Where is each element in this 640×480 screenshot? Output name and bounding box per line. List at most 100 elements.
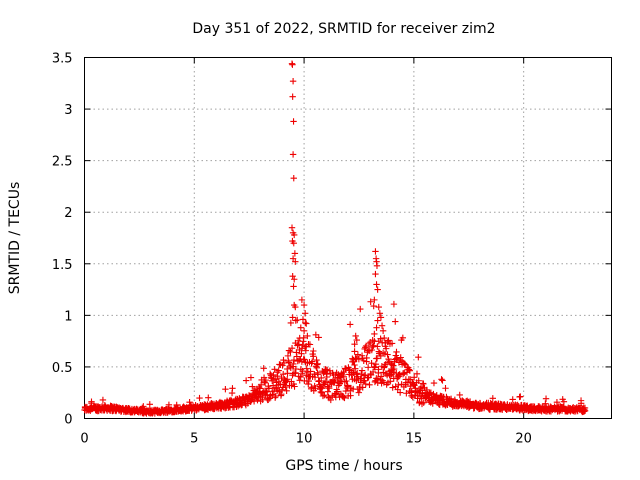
- data-point: [415, 354, 422, 361]
- data-point: [296, 334, 303, 342]
- data-point: [371, 378, 379, 386]
- data-point: [323, 366, 331, 374]
- data-point: [260, 365, 267, 372]
- data-point: [405, 366, 413, 373]
- data-point: [318, 385, 326, 392]
- data-point: [352, 365, 359, 372]
- data-point: [290, 239, 297, 247]
- data-point: [352, 332, 359, 340]
- data-point: [165, 401, 173, 409]
- plot-frame: [84, 57, 612, 419]
- data-point: [355, 389, 363, 396]
- data-point: [285, 359, 293, 366]
- data-point: [384, 351, 391, 358]
- data-point: [388, 340, 396, 347]
- data-point: [343, 377, 350, 385]
- data-point: [291, 383, 298, 390]
- data-point: [577, 400, 585, 407]
- data-point: [420, 380, 427, 388]
- data-point: [364, 364, 372, 371]
- data-point: [275, 367, 282, 374]
- data-point: [314, 360, 321, 368]
- data-point: [312, 331, 320, 338]
- x-axis-title: GPS time / hours: [285, 458, 402, 474]
- data-point: [242, 377, 250, 384]
- data-point: [321, 392, 328, 399]
- data-point: [319, 392, 327, 400]
- data-point: [369, 368, 377, 376]
- data-point: [295, 341, 303, 348]
- data-point: [388, 361, 396, 369]
- data-point: [378, 322, 386, 329]
- data-point: [367, 298, 374, 305]
- data-point: [249, 383, 256, 390]
- data-point: [196, 394, 203, 402]
- data-point: [372, 360, 380, 368]
- x-tick-label: 10: [296, 432, 313, 447]
- data-point: [140, 403, 147, 410]
- data-point: [266, 370, 274, 378]
- data-point: [314, 371, 322, 378]
- x-tick-label: 15: [406, 432, 423, 447]
- data-point: [383, 359, 391, 366]
- data-point: [362, 344, 369, 351]
- data-point: [347, 392, 354, 399]
- data-point: [173, 401, 180, 409]
- data-point: [357, 305, 364, 313]
- y-tick-label: 0: [64, 413, 72, 428]
- data-point: [351, 361, 358, 369]
- data-point: [363, 354, 370, 362]
- data-point: [308, 384, 315, 391]
- data-point: [381, 334, 388, 342]
- data-point: [290, 174, 297, 182]
- data-point: [387, 378, 394, 385]
- data-point: [313, 361, 321, 368]
- data-point: [298, 296, 306, 304]
- data-point: [361, 377, 368, 385]
- data-point: [323, 373, 331, 381]
- data-point: [327, 396, 334, 404]
- data-point: [346, 321, 354, 328]
- data-point: [373, 355, 381, 362]
- data-point: [186, 398, 193, 406]
- data-point: [280, 370, 287, 378]
- data-point: [262, 376, 269, 384]
- data-point: [291, 231, 298, 239]
- data-point: [509, 396, 516, 403]
- data-point: [304, 332, 311, 340]
- data-point: [297, 324, 304, 331]
- data-point: [300, 327, 308, 335]
- data-point: [360, 357, 367, 364]
- data-point: [238, 401, 246, 408]
- data-point: [354, 351, 362, 358]
- data-points: [81, 60, 589, 417]
- y-tick-label: 0.5: [52, 361, 73, 376]
- data-point: [372, 270, 379, 278]
- data-point: [439, 377, 446, 384]
- data-point: [287, 319, 295, 327]
- data-point: [382, 343, 389, 350]
- data-point: [374, 343, 381, 350]
- data-point: [351, 348, 358, 355]
- y-tick-label: 1.5: [52, 258, 73, 273]
- y-tick-label: 2.5: [52, 155, 73, 170]
- data-point: [291, 276, 298, 283]
- data-point: [371, 296, 378, 304]
- y-tick-label: 3: [64, 103, 72, 118]
- data-point: [390, 300, 398, 308]
- data-point: [413, 370, 421, 378]
- data-point: [374, 317, 381, 324]
- data-point: [299, 367, 306, 375]
- data-point: [290, 283, 297, 290]
- data-point: [298, 345, 306, 352]
- data-point: [353, 336, 360, 344]
- data-point: [301, 343, 309, 351]
- data-point: [99, 396, 107, 404]
- x-tick-label: 20: [515, 432, 532, 447]
- data-point: [373, 375, 380, 382]
- data-point: [406, 367, 414, 374]
- data-point: [288, 224, 296, 231]
- data-point: [396, 389, 404, 396]
- data-point: [371, 364, 379, 371]
